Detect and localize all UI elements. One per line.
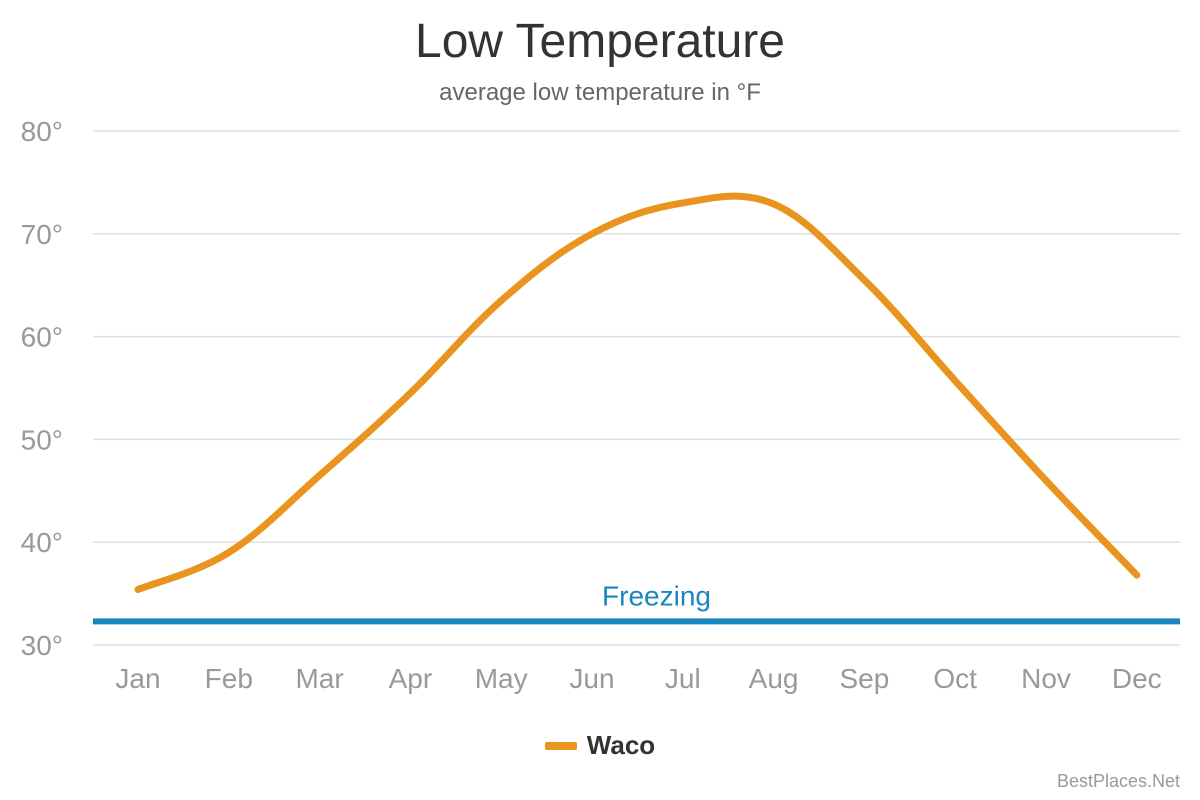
freezing-label: Freezing bbox=[602, 580, 711, 611]
x-axis-ticks: Jan Feb Mar Apr May Jun Jul Aug Sep Oct Nov Dec bbox=[115, 663, 1161, 694]
x-tick-label: Jun bbox=[569, 663, 614, 694]
series-line-waco[interactable] bbox=[134, 192, 1141, 593]
y-tick-label: 40° bbox=[21, 527, 63, 558]
x-tick-label: May bbox=[475, 663, 528, 694]
y-tick-label: 70° bbox=[21, 219, 63, 250]
y-tick-label: 30° bbox=[21, 630, 63, 661]
x-tick-label: Jan bbox=[115, 663, 160, 694]
y-axis-ticks: 30° 40° 50° 60° 70° 80° bbox=[21, 116, 63, 661]
x-tick-label: Nov bbox=[1021, 663, 1071, 694]
freezing-plot-line: Freezing bbox=[93, 580, 1180, 625]
x-tick-label: Mar bbox=[295, 663, 343, 694]
chart-subtitle: average low temperature in °F bbox=[439, 79, 761, 106]
x-tick-label: Feb bbox=[205, 663, 253, 694]
chart-title: Low Temperature bbox=[415, 15, 785, 68]
legend-swatch-waco bbox=[544, 741, 577, 750]
credit-text[interactable]: BestPlaces.Net bbox=[1056, 771, 1180, 791]
y-tick-label: 50° bbox=[21, 424, 63, 455]
x-tick-label: Oct bbox=[933, 663, 977, 694]
series-layer bbox=[134, 192, 1141, 593]
x-tick-label: Sep bbox=[839, 663, 889, 694]
x-tick-label: Apr bbox=[389, 663, 433, 694]
grid-lines bbox=[93, 130, 1180, 646]
x-tick-label: Dec bbox=[1112, 663, 1162, 694]
y-tick-label: 80° bbox=[21, 116, 63, 147]
legend[interactable]: Waco bbox=[0, 730, 1200, 761]
legend-label-waco[interactable]: Waco bbox=[586, 730, 656, 760]
x-tick-label: Aug bbox=[749, 663, 799, 694]
y-tick-label: 60° bbox=[21, 322, 63, 353]
x-tick-label: Jul bbox=[665, 663, 701, 694]
